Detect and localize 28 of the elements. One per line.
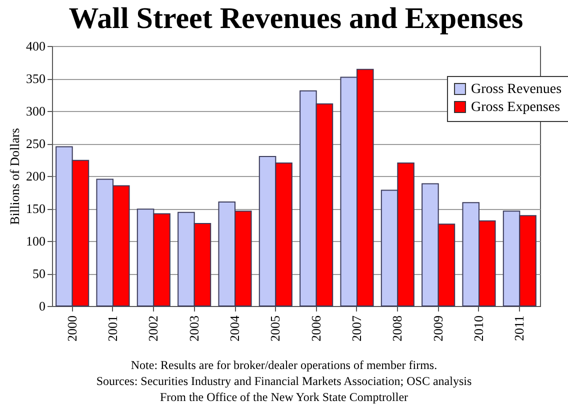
x-tick-label: 2006 — [308, 315, 324, 342]
legend-label: Gross Expenses — [471, 100, 560, 115]
legend-label: Gross Revenues — [471, 82, 562, 97]
y-axis-title: Billions of Dollars — [7, 128, 22, 225]
x-tick-label: 2001 — [105, 316, 120, 342]
y-tick-label: 0 — [39, 298, 46, 314]
source-note: Sources: Securities Industry and Financial Markets Association; OSC analysis — [95, 373, 473, 389]
x-tick-label: 2004 — [227, 315, 242, 342]
y-tick-label: 200 — [26, 168, 46, 184]
y-tick-label: 350 — [26, 71, 46, 86]
x-tick-label: 2005 — [268, 316, 283, 342]
x-tick-label: 2011 — [512, 316, 527, 342]
y-tick-label: 150 — [26, 201, 46, 216]
x-tick-label: 2002 — [146, 316, 161, 342]
y-tick-label: 300 — [26, 104, 46, 118]
x-tick-label: 2000 — [64, 316, 80, 342]
x-tick-label: 2003 — [186, 316, 202, 342]
y-tick-label: 100 — [26, 234, 46, 248]
x-tick-label: 2007 — [349, 315, 364, 342]
y-tick-label: 250 — [26, 136, 46, 151]
x-tick-label: 2009 — [430, 316, 446, 342]
x-tick-label: 2010 — [471, 316, 486, 342]
text: Note: Results are for broker/dealer operations of member firms. — [130, 357, 438, 373]
chart-title: Wall Street Revenues and Expenses — [68, 2, 524, 35]
text: From the Office of the New York State Comptroller — [158, 389, 410, 405]
x-tick-label: 2008 — [390, 316, 405, 342]
y-tick-label: 50 — [32, 266, 46, 281]
y-tick-label: 400 — [26, 38, 46, 54]
